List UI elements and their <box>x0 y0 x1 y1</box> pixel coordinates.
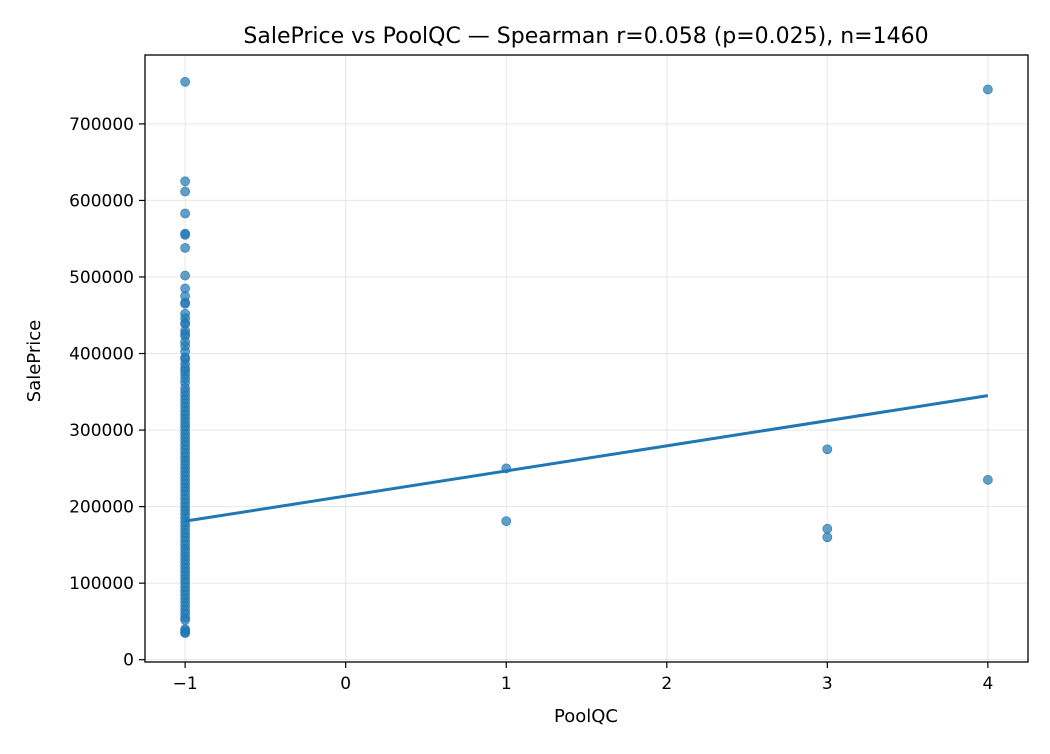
data-point <box>180 298 191 309</box>
x-tick-label: 2 <box>661 674 672 694</box>
x-axis-label: PoolQC <box>554 706 618 727</box>
plot-frame <box>144 54 1029 663</box>
y-tick-label: 300000 <box>69 421 134 441</box>
data-point <box>180 270 191 281</box>
x-tick-label: −1 <box>173 674 198 694</box>
data-point <box>982 474 993 485</box>
x-tick-label: 0 <box>340 674 351 694</box>
y-tick-label: 600000 <box>69 191 134 211</box>
data-point <box>822 532 833 543</box>
data-point <box>180 176 191 187</box>
chart-title: SalePrice vs PoolQC — Spearman r=0.058 (… <box>243 24 928 49</box>
data-point <box>501 516 512 527</box>
y-tick-label: 200000 <box>69 498 134 518</box>
x-tick-label: 4 <box>982 674 993 694</box>
y-tick-label: 400000 <box>69 345 134 365</box>
axes: −1 0 1 2 3 4 0 100000 200000 300000 400000 500000 60… <box>69 54 1029 694</box>
y-axis-label: SalePrice <box>24 320 45 402</box>
data-point <box>180 628 191 638</box>
data-point <box>982 84 993 95</box>
y-tick-label: 500000 <box>69 268 134 288</box>
x-tick-label: 1 <box>501 674 512 694</box>
data-point <box>822 444 833 455</box>
grid <box>145 55 1028 662</box>
data-point <box>180 186 191 197</box>
y-tick-label: 0 <box>123 651 134 671</box>
trend-line <box>184 394 989 523</box>
y-tick-label: 100000 <box>69 574 134 594</box>
data-point <box>180 615 191 625</box>
data-point <box>180 76 191 87</box>
data-point <box>180 229 191 240</box>
data-layer <box>180 76 993 638</box>
data-point <box>180 242 191 253</box>
y-tick-label: 700000 <box>69 115 134 135</box>
data-point <box>180 208 191 219</box>
data-point <box>822 523 833 534</box>
x-tick-label: 3 <box>822 674 833 694</box>
